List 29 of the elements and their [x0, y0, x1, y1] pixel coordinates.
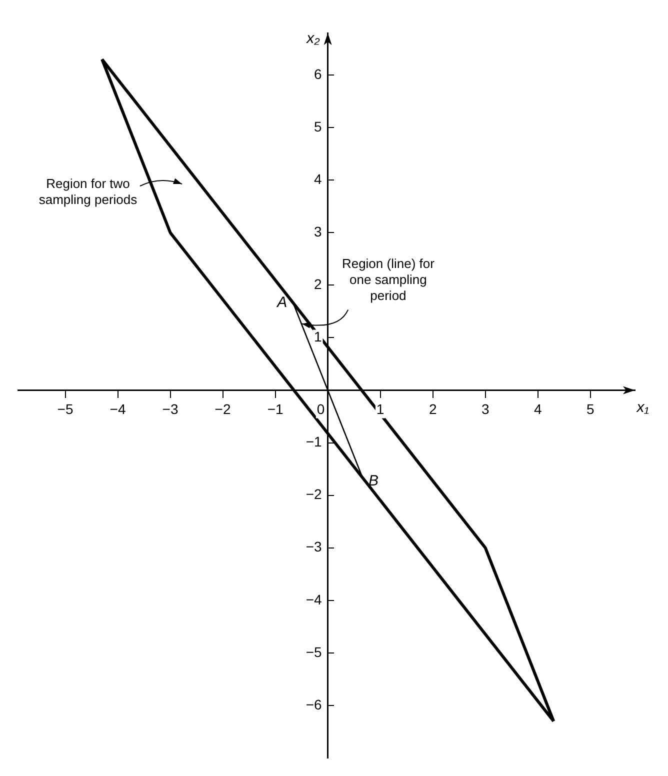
y-tick-label: 1 [314, 328, 322, 345]
y-tick-label: −4 [306, 591, 322, 608]
y-tick-label: −5 [306, 644, 322, 660]
annotation: B [368, 472, 378, 490]
x-tick-label: −4 [110, 401, 126, 418]
y-tick-label: 4 [314, 170, 322, 187]
x-tick-label: 4 [534, 401, 542, 418]
x-tick-label: −1 [267, 401, 284, 418]
annotation: Region (line) for one sampling period [342, 256, 436, 303]
x-tick-label: 1 [376, 401, 384, 418]
y-tick-label: 5 [314, 118, 322, 134]
x-tick-label: 3 [481, 401, 490, 418]
y-tick-label: −2 [306, 486, 322, 502]
x-tick-label: 5 [586, 401, 594, 418]
y-tick-label: −3 [306, 538, 322, 555]
annotation: Region for two sampling periods [38, 176, 138, 208]
y-axis-title: x₂ [306, 30, 320, 48]
x-axis-title: x₁ [636, 398, 650, 416]
y-tick-label: −1 [306, 434, 322, 450]
x-tick-label: −3 [162, 401, 178, 418]
annotation: A [276, 294, 288, 312]
x-tick-label: 2 [428, 401, 437, 418]
x-tick-label: −5 [57, 401, 74, 418]
x-tick-label: −2 [214, 401, 231, 418]
y-tick-label: 6 [314, 66, 322, 82]
y-tick-label: 3 [314, 223, 322, 240]
y-tick-label: 2 [314, 276, 322, 292]
x-tick-label: 0 [316, 401, 325, 418]
y-tick-label: −6 [306, 696, 322, 712]
